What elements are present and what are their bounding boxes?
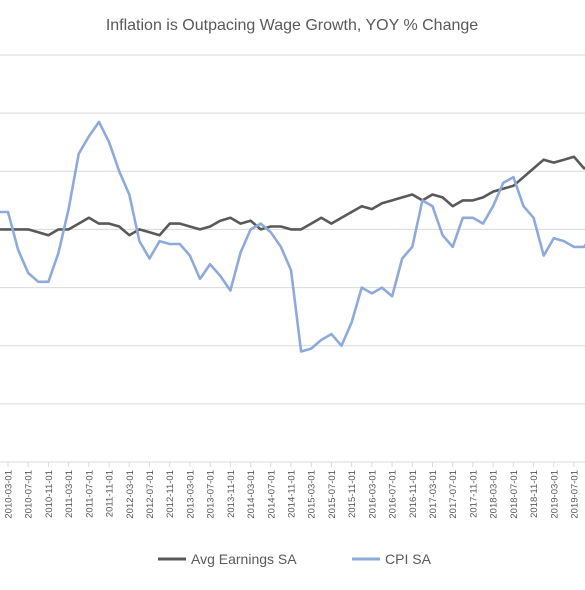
legend: Avg Earnings SA CPI SA — [158, 551, 432, 567]
x-tick-label: 2018-11-01 — [529, 470, 540, 518]
x-tick-label: 2011-03-01 — [64, 470, 75, 518]
x-tick-label: 2018-03-01 — [489, 470, 500, 519]
x-tick-label: 2010-07-01 — [24, 470, 35, 519]
x-tick-label: 2012-11-01 — [165, 470, 176, 518]
x-tick-label: 2016-11-01 — [408, 470, 419, 518]
chart-title: Inflation is Outpacing Wage Growth, YOY … — [106, 17, 478, 34]
legend-label: CPI SA — [385, 551, 432, 567]
x-tick-label: 2013-03-01 — [185, 470, 196, 519]
x-tick-label: 2017-07-01 — [448, 470, 459, 519]
x-tick-label: 2014-07-01 — [266, 470, 277, 519]
legend-label: Avg Earnings SA — [191, 551, 297, 567]
x-tick-label: 2014-11-01 — [287, 470, 298, 518]
x-tick-label: 2017-11-01 — [468, 470, 479, 518]
series-lines — [0, 120, 585, 353]
x-tick-label: 2012-03-01 — [125, 470, 136, 519]
gridlines — [0, 54, 585, 463]
x-tick-label: 2019-03-01 — [549, 470, 560, 519]
x-tick-label: 2011-07-01 — [84, 470, 95, 518]
series-line-avg-earnings — [0, 155, 585, 237]
series-line-cpi — [0, 120, 585, 353]
x-tick-label: 2018-07-01 — [509, 470, 520, 519]
x-tick-label: 2013-11-01 — [226, 470, 237, 518]
x-tick-label: 2013-07-01 — [206, 470, 217, 519]
x-tick-label: 2010-11-01 — [44, 470, 55, 518]
x-tick-label: 2014-03-01 — [246, 470, 257, 519]
x-tick-label: 2015-07-01 — [327, 470, 338, 519]
x-tick-label: 2010-03-01 — [4, 470, 15, 519]
x-tick-label: 2015-03-01 — [307, 470, 318, 519]
x-tick-label: 2017-03-01 — [428, 470, 439, 519]
x-tick-label: 2019-07-01 — [570, 470, 581, 519]
x-tick-label: 2012-07-01 — [145, 470, 156, 519]
x-tick-label: 2016-03-01 — [367, 470, 378, 519]
x-tick-label: 2016-07-01 — [388, 470, 399, 519]
x-tick-label: 2011-11-01 — [105, 470, 116, 517]
x-tick-label: 2015-11-01 — [347, 470, 358, 518]
x-axis: 2010-03-01 2010-07-01 2010-11-01 2011-03-01… — [4, 462, 581, 519]
